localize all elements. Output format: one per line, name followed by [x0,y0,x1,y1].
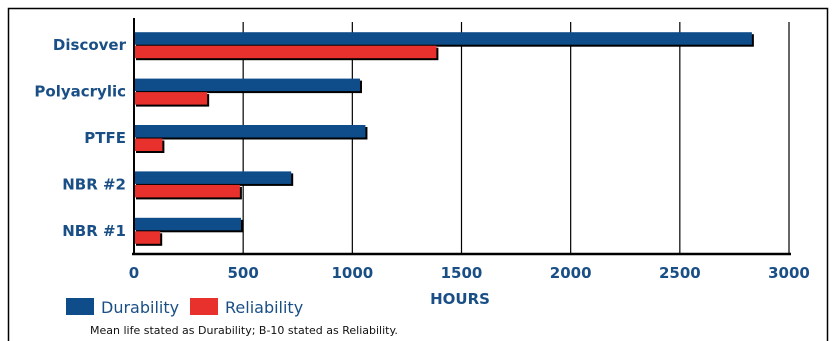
chart-border [7,7,829,341]
bar-reliability-4 [134,231,161,244]
labels: 0 500 1000 1500 2000 2500 3000 Discover Polyacry… [34,36,809,282]
bar-reliability-1 [134,92,208,105]
x-tick-label-500: 500 [228,264,259,282]
category-label-4: NBR #1 [62,222,126,240]
category-label-2: PTFE [84,129,126,147]
category-label-3: NBR #2 [62,175,126,193]
legend: Durability Reliability [66,298,303,317]
x-tick-label-1000: 1000 [331,264,373,282]
category-label-1: Polyacrylic [34,83,126,101]
x-tick-label-2000: 2000 [550,264,592,282]
bars [134,32,754,246]
x-tick-label-3000: 3000 [768,264,810,282]
legend-swatch-reliability [190,298,218,315]
axes [132,18,791,256]
x-tick-label-2500: 2500 [659,264,701,282]
bar-reliability-2 [134,138,163,151]
bar-durability-2 [134,125,366,138]
bar-durability-1 [134,78,360,92]
footnote: Mean life stated as Durability; B-10 sta… [90,324,398,337]
x-axis-title: HOURS [430,290,490,308]
bar-reliability-3 [134,184,240,198]
legend-swatch-durability [66,298,94,315]
category-label-0: Discover [53,36,127,54]
bar-durability-3 [134,171,292,184]
legend-label-reliability: Reliability [225,298,303,317]
legend-label-durability: Durability [101,298,179,317]
bar-durability-4 [134,217,241,231]
x-tick-label-1500: 1500 [441,264,483,282]
bar-reliability-0 [134,45,437,59]
bar-durability-0 [134,32,752,45]
x-tick-label-0: 0 [129,264,139,282]
